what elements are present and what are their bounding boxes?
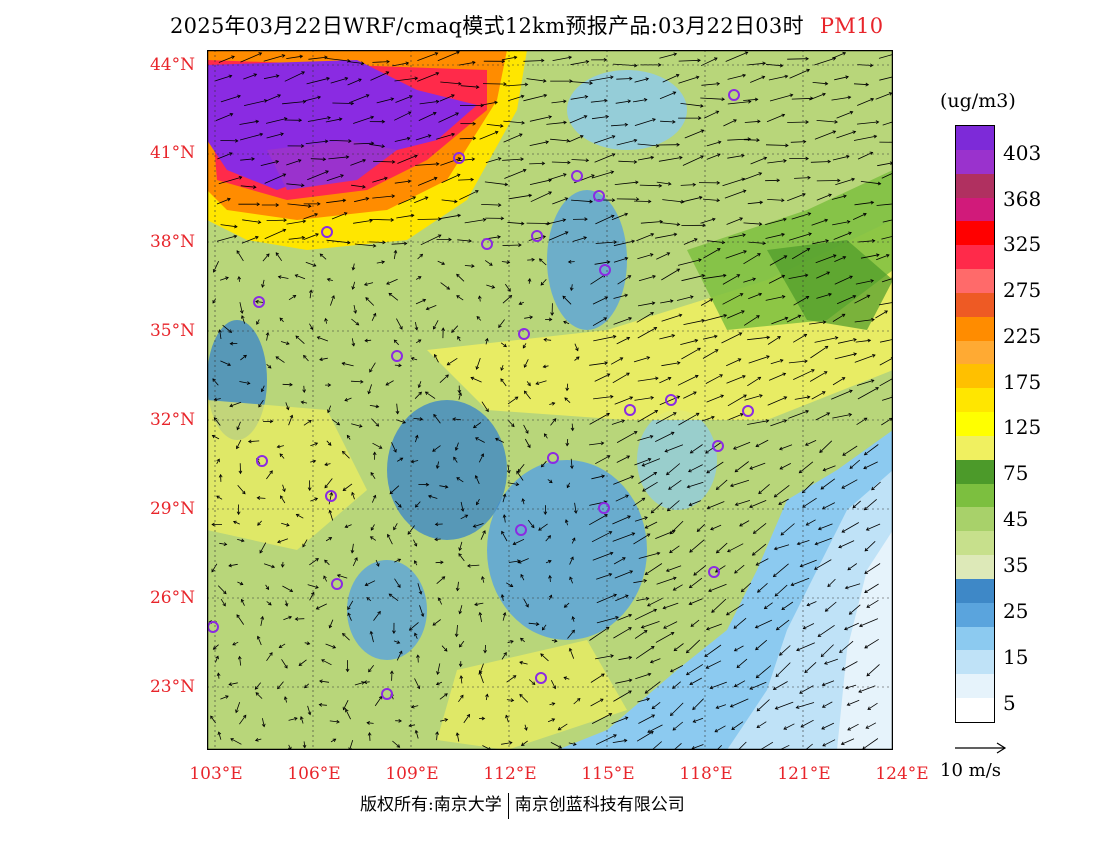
pollutant-label: PM10 (819, 14, 884, 38)
station-marker (391, 350, 403, 362)
colorbar-tick-label: 45 (1003, 507, 1029, 531)
colorbar-segment (956, 483, 994, 508)
lat-label: 32°N (149, 410, 195, 430)
colorbar-segment (956, 674, 994, 699)
colorbar-segment (956, 412, 994, 437)
station-marker (708, 566, 720, 578)
lat-label: 23°N (149, 677, 195, 697)
colorbar-segment (956, 269, 994, 294)
station-marker (253, 296, 265, 308)
colorbar-segment (956, 555, 994, 580)
station-marker (665, 394, 677, 406)
station-marker (593, 190, 605, 202)
station-marker (325, 490, 337, 502)
colorbar-tick-label: 75 (1003, 461, 1029, 485)
colorbar-segment (956, 626, 994, 651)
colorbar-tick-label: 35 (1003, 553, 1029, 577)
station-marker (599, 264, 611, 276)
colorbar-segment (956, 698, 994, 723)
colorbar-segment (956, 435, 994, 461)
colorbar-segment (956, 340, 994, 365)
station-marker (571, 170, 583, 182)
colorbar-tick-label: 15 (1003, 645, 1029, 669)
station-marker (728, 89, 740, 101)
lat-label: 35°N (149, 321, 195, 341)
station-markers (207, 89, 754, 700)
station-marker (624, 404, 636, 416)
colorbar (955, 125, 995, 723)
colorbar-segment (956, 650, 994, 675)
station-marker (518, 328, 530, 340)
station-marker (515, 524, 527, 536)
forecast-map (207, 50, 893, 750)
colorbar-segment (956, 459, 994, 485)
colorbar-tick-label: 5 (1003, 691, 1016, 715)
colorbar-segment (956, 245, 994, 270)
lat-label: 29°N (149, 499, 195, 519)
lat-label: 44°N (149, 55, 195, 75)
colorbar-segment (956, 364, 994, 389)
colorbar-segment (956, 292, 994, 318)
colorbar-segment (956, 602, 994, 628)
colorbar-segment (956, 126, 994, 151)
station-marker (381, 688, 393, 700)
station-marker (598, 502, 610, 514)
wind-arrows (208, 50, 893, 750)
footer: 版权所有:南京大学 南京创蓝科技有限公司 (360, 790, 685, 819)
wind-reference-arrow-icon (955, 742, 1007, 754)
lon-label: 115°E (581, 764, 635, 784)
station-marker (331, 578, 343, 590)
colorbar-tick-label: 225 (1003, 324, 1042, 348)
colorbar-tick-label: 125 (1003, 415, 1042, 439)
colorbar-tick-label: 325 (1003, 232, 1042, 256)
colorbar-segment (956, 531, 994, 556)
page-title: 2025年03月22日WRF/cmaq模式12km预报产品:03月22日03时 P… (170, 10, 883, 40)
station-marker (481, 238, 493, 250)
lon-label: 106°E (287, 764, 341, 784)
colorbar-tick-label: 25 (1003, 599, 1029, 623)
lon-label: 109°E (385, 764, 439, 784)
station-marker (321, 226, 333, 238)
colorbar-segment (956, 507, 994, 532)
lon-label: 124°E (875, 764, 929, 784)
lat-label: 26°N (149, 588, 195, 608)
colorbar-segment (956, 197, 994, 222)
legend-unit: (ug/m3) (940, 90, 1016, 112)
colorbar-segment (956, 388, 994, 413)
colorbar-segment (956, 173, 994, 198)
colorbar-segment (956, 578, 994, 604)
station-marker (256, 455, 268, 467)
lon-label: 112°E (483, 764, 537, 784)
colorbar-segment (956, 221, 994, 246)
colorbar-tick-label: 368 (1003, 187, 1042, 211)
graticule (207, 50, 893, 750)
lon-label: 118°E (679, 764, 733, 784)
lon-label: 121°E (777, 764, 831, 784)
title-text: 2025年03月22日WRF/cmaq模式12km预报产品:03月22日03时 (170, 14, 804, 38)
station-marker (547, 452, 559, 464)
lon-label: 103°E (189, 764, 243, 784)
station-marker (453, 152, 465, 164)
colorbar-segment (956, 149, 994, 175)
pm10-field (207, 50, 893, 750)
station-marker (742, 405, 754, 417)
station-marker (712, 440, 724, 452)
colorbar-tick-label: 175 (1003, 370, 1042, 394)
station-marker (535, 672, 547, 684)
lat-label: 38°N (149, 232, 195, 252)
footer-company: 南京创蓝科技有限公司 (514, 795, 685, 815)
footer-copyright: 版权所有:南京大学 (360, 795, 502, 815)
station-marker (531, 230, 543, 242)
footer-separator (507, 792, 509, 819)
wind-reference-label: 10 m/s (940, 760, 1001, 781)
colorbar-tick-label: 403 (1003, 141, 1042, 165)
colorbar-tick-label: 275 (1003, 278, 1042, 302)
colorbar-segment (956, 316, 994, 342)
lat-label: 41°N (149, 143, 195, 163)
